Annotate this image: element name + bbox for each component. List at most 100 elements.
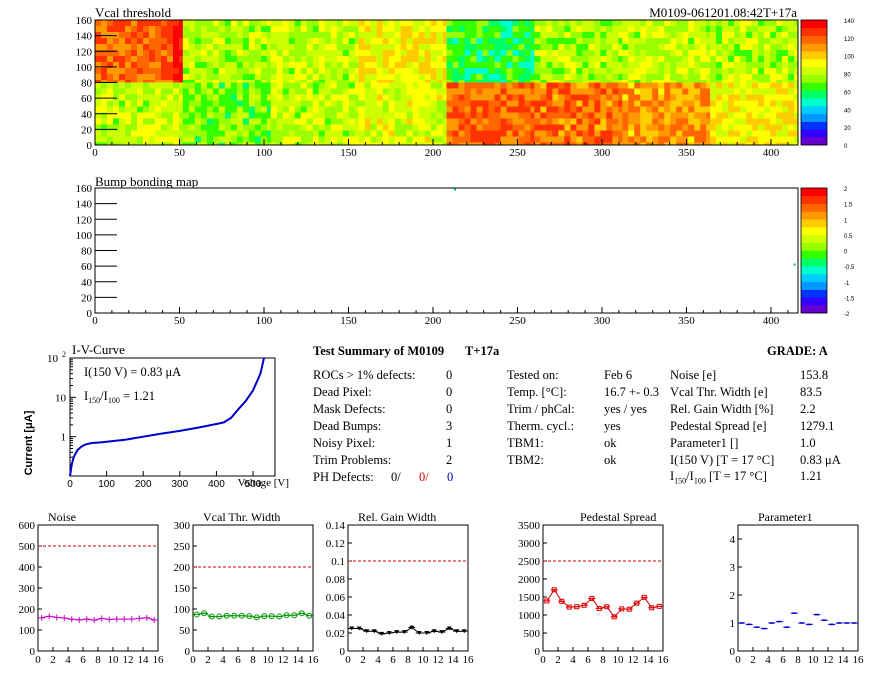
vcal-cell <box>294 88 302 95</box>
vcal-cell <box>446 68 453 75</box>
vcal-cell <box>728 136 735 143</box>
vcal-cell <box>179 32 184 39</box>
vcal-cell <box>564 130 571 137</box>
bump-ytick-label: 160 <box>76 183 93 195</box>
vcal-cell <box>658 88 665 95</box>
vcal-cell <box>764 88 771 95</box>
vcal-cell <box>546 82 553 89</box>
vcal-cell <box>436 26 443 33</box>
vcal-cell <box>716 20 723 27</box>
vcal-cell <box>406 74 413 81</box>
roc-xtick-label: 2 <box>555 654 561 666</box>
vcal-cell <box>694 44 701 51</box>
vcal-cell <box>728 32 735 39</box>
vcal-cell <box>664 80 671 83</box>
vcal-cell <box>406 32 413 39</box>
vcal-cell <box>113 118 120 125</box>
vcal-cell <box>336 88 344 95</box>
vcal-cell <box>442 88 447 95</box>
vcal-cell <box>161 38 168 45</box>
vcal-cell <box>182 26 190 33</box>
vcal-cell <box>312 62 320 69</box>
vcal-cell <box>512 38 519 45</box>
vcal-cell <box>312 68 320 75</box>
vcal-cell <box>330 32 338 39</box>
vcal-cell <box>394 62 401 69</box>
vcal-cell <box>167 44 174 51</box>
vcal-cell <box>194 112 202 119</box>
vcal-cell <box>137 74 144 81</box>
vcal-cell <box>194 74 202 81</box>
vcal-cell <box>758 82 765 89</box>
vcal-cell <box>570 80 577 83</box>
vcal-cell <box>436 100 443 107</box>
vcal-cell <box>194 88 202 95</box>
vcal-cell <box>266 38 272 45</box>
vcal-cell <box>764 56 771 63</box>
vcal-cell <box>452 68 459 75</box>
summary-right-label: I(150 V) [T = 17 °C] <box>670 453 775 467</box>
vcal-cell <box>318 44 326 51</box>
vcal-cell <box>306 118 314 125</box>
vcal-cell <box>506 100 513 107</box>
vcal-cell <box>288 94 296 101</box>
vcal-cell <box>628 20 635 27</box>
vcal-cell <box>212 124 220 131</box>
palette-label: -2 <box>844 312 850 318</box>
vcal-cell <box>424 94 431 101</box>
vcal-cell <box>276 118 284 125</box>
vcal-cell <box>370 94 377 101</box>
vcal-cell <box>746 136 753 143</box>
vcal-cell <box>682 80 689 83</box>
palette-frame <box>800 187 828 314</box>
vcal-cell <box>137 44 144 51</box>
vcal-cell <box>512 74 519 81</box>
vcal-cell <box>752 118 759 125</box>
vcal-cell <box>640 100 647 107</box>
iv-frame <box>69 357 276 477</box>
vcal-cell <box>558 118 565 125</box>
vcal-cell <box>95 82 102 89</box>
vcal-cell <box>143 82 150 89</box>
vcal-cell <box>318 38 326 45</box>
vcal-cell <box>570 112 577 119</box>
vcal-cell <box>306 88 314 95</box>
roc-ytick-label: 300 <box>19 583 36 595</box>
vcal-cell <box>312 80 320 83</box>
vcal-cell <box>764 124 771 131</box>
vcal-cell <box>764 142 771 146</box>
vcal-cell <box>218 94 226 101</box>
vcal-cell <box>364 106 371 113</box>
vcal-cell <box>618 106 623 113</box>
summary-left-value: 0 <box>446 402 453 416</box>
vcal-cell <box>530 74 535 81</box>
vcal-cell <box>488 106 495 113</box>
vcal-cell <box>266 62 272 69</box>
vcal-cell <box>476 50 483 57</box>
vcal-cell <box>412 80 419 83</box>
vcal-cell <box>646 88 653 95</box>
vcal-cell <box>131 80 138 83</box>
roc-xtick-label: 4 <box>220 654 226 666</box>
vcal-cell <box>618 88 623 95</box>
vcal-cell <box>700 80 707 83</box>
vcal-cell <box>113 106 120 113</box>
vcal-cell <box>254 20 262 27</box>
vcal-cell <box>764 82 771 89</box>
vcal-cell <box>101 106 108 113</box>
vcal-cell <box>288 142 296 146</box>
vcal-cell <box>470 112 477 119</box>
vcal-cell <box>376 32 383 39</box>
vcal-cell <box>312 20 320 27</box>
vcal-cell <box>652 20 659 27</box>
vcal-cell <box>288 68 296 75</box>
vcal-cell <box>452 56 459 63</box>
vcal-cell <box>746 74 753 81</box>
vcal-cell <box>354 112 359 119</box>
vcal-cell <box>294 44 302 51</box>
vcal-cell <box>716 44 723 51</box>
vcal-cell <box>788 106 795 113</box>
vcal-cell <box>218 20 226 27</box>
vcal-cell <box>113 142 120 146</box>
vcal-cell <box>540 62 547 69</box>
